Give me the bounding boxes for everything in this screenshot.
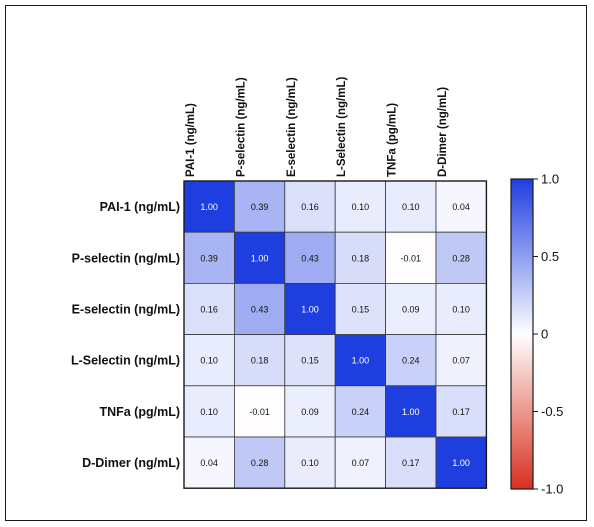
heatmap-cell — [284, 385, 336, 438]
colorbar — [510, 178, 534, 490]
heatmap-cell — [183, 334, 235, 387]
heatmap-cell — [385, 231, 437, 284]
heatmap-cell — [435, 436, 487, 489]
cell-value-label: 0.39 — [251, 202, 269, 212]
cell-value-label: 0.04 — [452, 202, 470, 212]
cell-value-label: 0.24 — [402, 356, 420, 366]
cell-value-label: 0.07 — [352, 458, 370, 468]
cell-value-label: 0.07 — [452, 356, 470, 366]
cell-value-label: 0.10 — [402, 202, 420, 212]
heatmap-cell — [284, 180, 336, 233]
row-label: E-selectin (ng/mL) — [72, 303, 180, 317]
cell-value-label: 1.00 — [200, 202, 218, 212]
column-label: E-selectin (ng/mL) — [286, 77, 298, 177]
cell-value-label: 0.18 — [352, 253, 370, 263]
heatmap-cell — [435, 334, 487, 387]
cell-value-label: 0.17 — [402, 458, 420, 468]
column-label: D-Dimer (ng/mL) — [437, 87, 449, 177]
colorbar-tick-label: 0 — [541, 327, 548, 342]
cell-value-label: 0.09 — [402, 305, 420, 315]
cell-value-label: 0.18 — [251, 356, 269, 366]
cell-value-label: 0.15 — [352, 305, 370, 315]
heatmap-cell — [385, 436, 437, 489]
heatmap-cell — [233, 385, 286, 438]
cell-value-label: 0.28 — [452, 253, 470, 263]
cell-value-label: -0.01 — [249, 407, 270, 417]
cell-value-label: -0.01 — [401, 253, 422, 263]
cell-value-label: 0.43 — [251, 305, 269, 315]
cell-value-label: 1.00 — [352, 356, 370, 366]
heatmap-cell — [233, 334, 286, 387]
heatmap-cell — [284, 231, 336, 284]
cell-value-label: 1.00 — [402, 407, 420, 417]
heatmap-cell — [334, 334, 387, 387]
cell-value-label: 0.09 — [301, 407, 319, 417]
row-label: P-selectin (ng/mL) — [72, 251, 180, 265]
heatmap-cell — [183, 180, 235, 233]
colorbar-tick-label: -1.0 — [541, 482, 563, 497]
heatmap-cell — [334, 385, 387, 438]
heatmap-cell — [284, 282, 336, 335]
cell-value-label: 1.00 — [452, 458, 470, 468]
cell-value-label: 0.10 — [301, 458, 319, 468]
cell-value-label: 0.39 — [200, 253, 218, 263]
heatmap-cell — [435, 385, 487, 438]
column-label: P-selectin (ng/mL) — [235, 77, 247, 177]
heatmap-cell — [385, 282, 437, 335]
row-label: TNFa (pg/mL) — [99, 405, 180, 419]
cell-value-label: 0.10 — [200, 407, 218, 417]
row-label: L-Selectin (ng/mL) — [71, 354, 180, 368]
cell-value-label: 0.15 — [301, 356, 319, 366]
cell-value-label: 1.00 — [251, 253, 269, 263]
colorbar-tick-label: 0.5 — [541, 249, 559, 264]
column-label: PAI-1 (ng/mL) — [185, 103, 197, 177]
colorbar-tick-label: -0.5 — [541, 404, 563, 419]
heatmap-cell — [385, 180, 437, 233]
heatmap-cell — [435, 282, 487, 335]
heatmap-cell — [334, 282, 387, 335]
cell-value-label: 0.04 — [200, 458, 218, 468]
heatmap-cell — [284, 334, 336, 387]
row-label: PAI-1 (ng/mL) — [100, 200, 180, 214]
cell-value-label: 0.10 — [200, 356, 218, 366]
cell-value-label: 0.24 — [352, 407, 370, 417]
cell-value-label: 0.43 — [301, 253, 319, 263]
cell-value-label: 0.17 — [452, 407, 470, 417]
cell-value-label: 0.16 — [200, 305, 218, 315]
cell-value-label: 0.10 — [452, 305, 470, 315]
column-label: L-Selectin (ng/mL) — [336, 77, 348, 177]
heatmap-cell — [183, 282, 235, 335]
colorbar-tick-label: 1.0 — [541, 172, 559, 187]
heatmap-cells: 1.00 0.39 0.16 0.10 0.10 0.04 0.39 1.00 0.43 0.18… — [183, 180, 487, 489]
cell-value-label: 0.16 — [301, 202, 319, 212]
column-label: TNFa (pg/mL) — [387, 103, 399, 177]
cell-value-label: 1.00 — [301, 305, 319, 315]
row-label: D-Dimer (ng/mL) — [82, 456, 180, 470]
cell-value-label: 0.28 — [251, 458, 269, 468]
heatmap-border — [183, 180, 488, 489]
cell-value-label: 0.10 — [352, 202, 370, 212]
